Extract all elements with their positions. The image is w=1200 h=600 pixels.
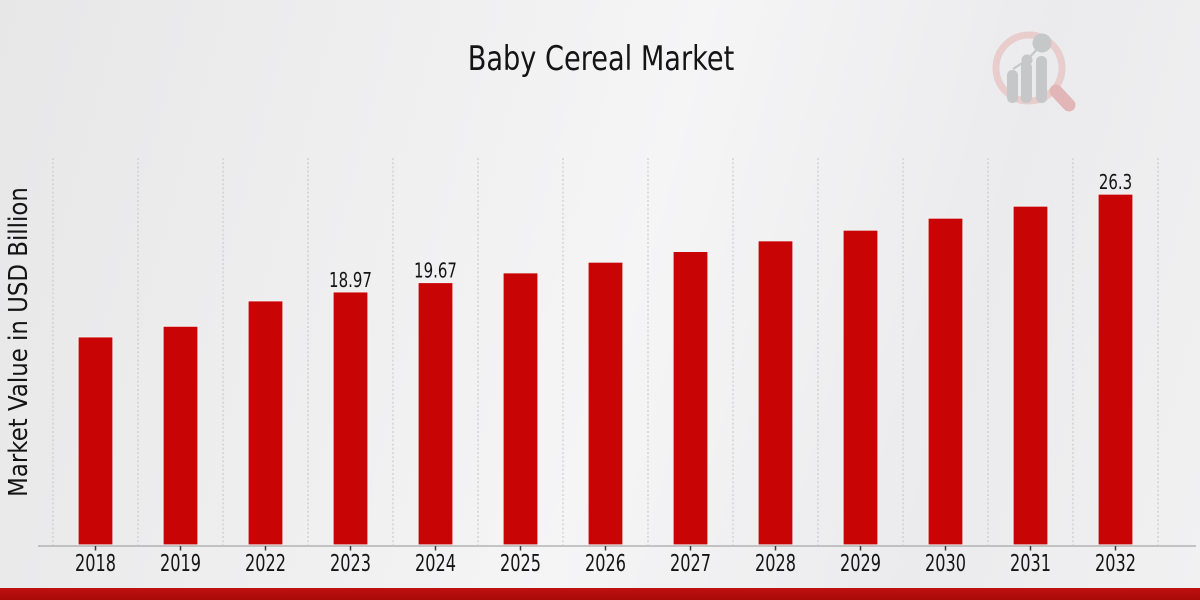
bar-2027	[672, 250, 709, 546]
x-tick-label-2018: 2018	[75, 550, 116, 577]
bar-2022	[247, 300, 284, 546]
y-axis-label: Market Value in USD Billion	[3, 187, 34, 497]
x-tick-label-2025: 2025	[500, 550, 541, 577]
x-tick-label-2022: 2022	[245, 550, 286, 577]
x-tick-label-2030: 2030	[925, 550, 966, 577]
brand-watermark-logo-icon	[992, 31, 1076, 112]
x-tick-label-2026: 2026	[585, 550, 626, 577]
logo-bar-icon	[1021, 62, 1032, 103]
magnifier-handle-icon	[1049, 84, 1076, 112]
bar-2028	[757, 240, 794, 546]
bar-2025	[502, 272, 539, 546]
x-tick-label-2027: 2027	[670, 550, 711, 577]
bar-2030	[927, 217, 964, 546]
bar-value-labels-group: 18.97 19.67 26.3	[329, 172, 1132, 292]
bar-2019	[162, 325, 199, 546]
x-tick-labels-group: 2018 2019 2022 2023 2024 2025 2026 2027 2028 2029…	[75, 550, 1136, 577]
bar-2018	[77, 336, 114, 546]
logo-dot-icon	[1032, 33, 1052, 53]
bar-value-label-2023: 18.97	[329, 270, 372, 293]
logo-bar-icon	[1007, 70, 1018, 103]
bar-2031	[1012, 205, 1049, 546]
x-tick-label-2032: 2032	[1095, 550, 1136, 577]
x-tick-label-2023: 2023	[330, 550, 371, 577]
x-tick-marks-group	[94, 546, 1117, 551]
x-tick-label-2028: 2028	[755, 550, 796, 577]
bar-value-label-2032: 26.3	[1099, 172, 1132, 195]
x-tick-label-2024: 2024	[415, 550, 456, 577]
x-tick-label-2031: 2031	[1010, 550, 1051, 577]
bar-2026	[587, 261, 624, 546]
x-tick-label-2019: 2019	[160, 550, 201, 577]
logo-bar-icon	[1036, 56, 1047, 103]
footer-accent-bar	[0, 588, 1200, 600]
gridlines-group	[52, 158, 1159, 545]
logo-dot-icon	[1021, 54, 1033, 66]
chart-title: Baby Cereal Market	[468, 39, 735, 79]
bar-value-label-2024: 19.67	[414, 261, 457, 284]
bar-2023	[332, 291, 369, 546]
x-tick-label-2029: 2029	[840, 550, 881, 577]
bar-2024	[417, 281, 454, 546]
bar-2032	[1097, 193, 1134, 546]
bars-group	[77, 193, 1134, 546]
bar-2029	[842, 229, 879, 546]
